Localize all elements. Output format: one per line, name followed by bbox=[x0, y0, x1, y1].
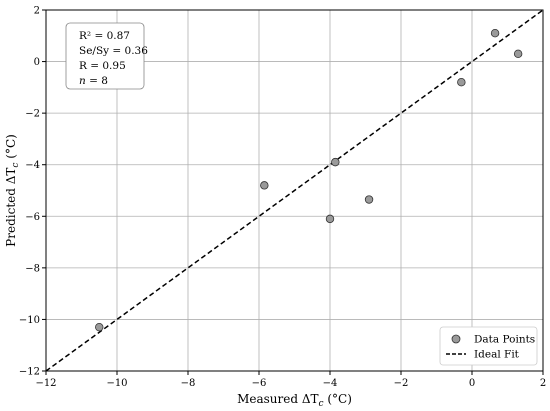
x-tick-label: −4 bbox=[323, 378, 338, 389]
stats-r: R = 0.95 bbox=[79, 60, 126, 72]
legend-marker-data-points bbox=[451, 334, 461, 344]
x-tick-label: 0 bbox=[469, 378, 475, 389]
y-axis-label-main: Predicted ΔT bbox=[4, 168, 18, 247]
y-axis-ticks: −12 −10 −8 −6 −4 −2 0 2 bbox=[19, 6, 46, 378]
data-point-1 bbox=[260, 181, 269, 190]
y-tick-label: 2 bbox=[34, 6, 40, 17]
data-point-4 bbox=[364, 195, 374, 204]
x-tick-label: 2 bbox=[540, 378, 546, 389]
x-tick-label: −12 bbox=[35, 378, 56, 389]
y-tick-label: 0 bbox=[34, 57, 40, 68]
data-points-layer bbox=[95, 29, 523, 332]
x-tick-label: −6 bbox=[252, 378, 267, 389]
grid bbox=[45, 9, 544, 372]
x-axis-label: Measured ΔTc (°C) bbox=[237, 392, 352, 409]
data-point-7 bbox=[513, 49, 523, 59]
x-tick-label: −10 bbox=[106, 378, 127, 389]
x-tick-label: −8 bbox=[181, 378, 196, 389]
legend: Data Points Ideal Fit bbox=[439, 326, 538, 366]
legend-label-ideal-fit: Ideal Fit bbox=[474, 349, 520, 361]
y-tick-label: −6 bbox=[25, 212, 40, 223]
x-tick-label: −2 bbox=[394, 378, 409, 389]
stats-n-value: = 8 bbox=[86, 75, 108, 87]
stats-r2: R² = 0.87 bbox=[79, 30, 130, 42]
y-tick-label: −12 bbox=[19, 367, 40, 378]
stats-box-frame bbox=[65, 22, 145, 90]
data-point-2 bbox=[331, 157, 340, 167]
stats-se-sy: Se/Sy = 0.36 bbox=[79, 45, 148, 57]
ideal-fit-layer bbox=[45, 9, 544, 372]
y-tick-label: −4 bbox=[25, 160, 40, 171]
x-axis-label-subscript: c bbox=[319, 399, 324, 409]
plot-frame bbox=[45, 9, 544, 372]
stats-annotation-box: R² = 0.87 Se/Sy = 0.36 R = 0.95 n = 8 bbox=[65, 22, 148, 90]
legend-frame bbox=[439, 326, 538, 366]
stats-n: n = 8 bbox=[79, 75, 108, 87]
y-axis-label: Predicted ΔTc (°C) bbox=[4, 134, 21, 247]
data-point-3 bbox=[325, 214, 335, 224]
y-axis-label-unit: (°C) bbox=[4, 134, 18, 162]
y-tick-label: −10 bbox=[19, 315, 40, 326]
x-axis-ticks: −12 −10 −8 −6 −4 −2 0 2 bbox=[35, 371, 546, 389]
y-tick-label: −2 bbox=[25, 109, 40, 120]
stats-n-symbol: n bbox=[79, 75, 86, 87]
data-point-6 bbox=[490, 29, 500, 38]
ideal-fit-line bbox=[45, 9, 544, 372]
legend-label-data-points: Data Points bbox=[474, 334, 535, 346]
y-tick-label: −8 bbox=[25, 263, 40, 274]
data-point-5 bbox=[457, 77, 466, 87]
x-axis-label-main: Measured ΔT bbox=[237, 392, 318, 406]
x-axis-label-unit: (°C) bbox=[324, 392, 352, 406]
data-point-0 bbox=[95, 322, 104, 332]
y-axis-label-subscript: c bbox=[11, 163, 21, 168]
